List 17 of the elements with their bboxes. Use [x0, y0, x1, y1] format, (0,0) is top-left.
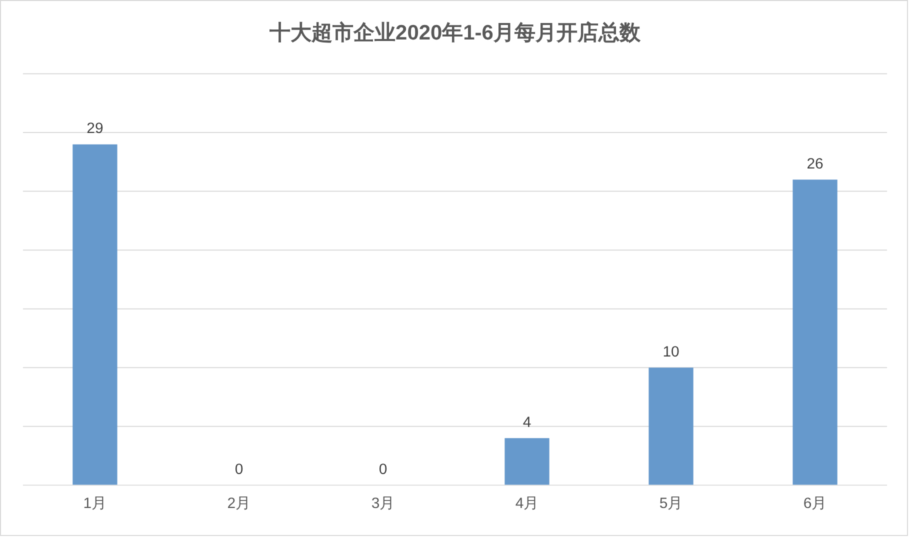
bar [72, 144, 118, 485]
bar [792, 180, 838, 485]
data-label: 0 [234, 460, 244, 478]
x-tick-label: 6月 [803, 495, 827, 512]
bar [648, 368, 694, 485]
data-label: 10 [662, 343, 680, 360]
x-tick-label: 3月 [371, 495, 395, 512]
data-label: 29 [86, 120, 104, 138]
data-label: 0 [378, 460, 388, 478]
bar [504, 438, 550, 485]
x-tick-label: 4月 [515, 495, 539, 512]
x-tick-label: 5月 [659, 495, 683, 512]
x-tick-label: 1月 [83, 495, 107, 512]
data-label: 26 [806, 155, 824, 172]
x-tick-label: 2月 [227, 495, 251, 512]
chart-title: 十大超市企业2020年1-6月每月开店总数 [268, 20, 642, 44]
data-label: 4 [522, 414, 532, 431]
